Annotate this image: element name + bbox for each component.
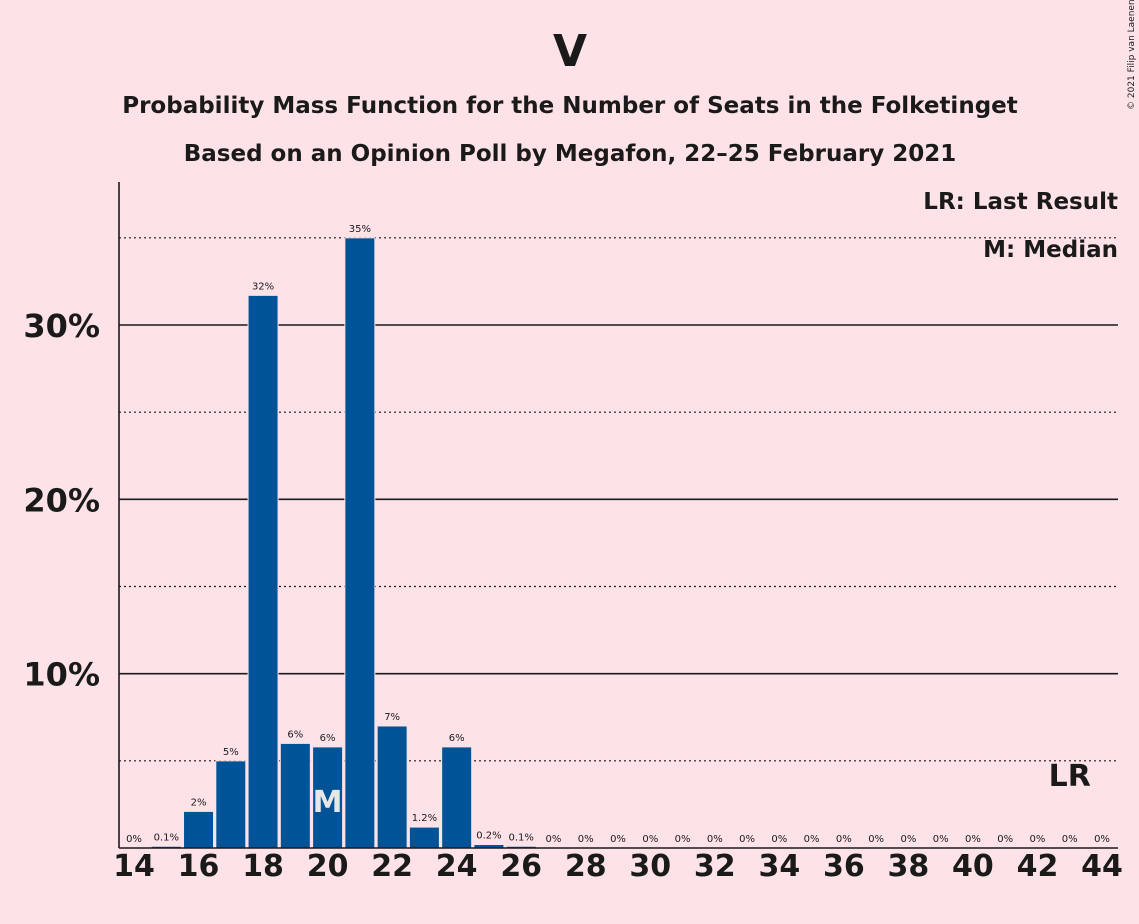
value-label-43: 0% [1062, 834, 1078, 845]
y-tick-20: 20% [23, 481, 100, 519]
y-tick-30: 30% [23, 307, 100, 345]
value-label-40: 0% [965, 834, 981, 845]
x-axis-ticks: 14 16 18 20 22 24 26 28 30 32 34 36 38 40 42 44 [113, 849, 1123, 884]
value-label-26: 0.1% [508, 832, 533, 843]
value-label-31: 0% [675, 834, 691, 845]
value-label-24: 6% [449, 733, 465, 744]
value-label-42: 0% [1030, 834, 1046, 845]
bar-22 [376, 725, 408, 849]
bar-24 [441, 746, 473, 849]
legend-median: M: Median [983, 237, 1118, 263]
x-tick-44: 44 [1081, 849, 1123, 884]
value-label-14: 0% [126, 834, 142, 845]
x-tick-42: 42 [1017, 849, 1059, 884]
x-tick-18: 18 [242, 849, 284, 884]
value-label-20: 6% [320, 733, 336, 744]
x-tick-30: 30 [629, 849, 671, 884]
value-label-22: 7% [384, 712, 400, 723]
value-label-38: 0% [900, 834, 916, 845]
value-label-28: 0% [578, 834, 594, 845]
x-tick-26: 26 [500, 849, 542, 884]
x-tick-28: 28 [565, 849, 607, 884]
last-result-marker: LR [1049, 759, 1091, 794]
x-tick-24: 24 [436, 849, 478, 884]
value-label-25: 0.2% [476, 831, 501, 842]
copyright-text: © 2021 Filip van Laenen [1127, 0, 1137, 110]
value-label-29: 0% [610, 834, 626, 845]
x-tick-20: 20 [307, 849, 349, 884]
bar-16 [183, 810, 215, 849]
value-label-36: 0% [836, 834, 852, 845]
x-tick-32: 32 [694, 849, 736, 884]
x-tick-34: 34 [758, 849, 800, 884]
value-label-37: 0% [868, 834, 884, 845]
value-label-23: 1.2% [412, 813, 437, 824]
x-tick-22: 22 [371, 849, 413, 884]
value-label-33: 0% [739, 834, 755, 845]
bar-17 [215, 760, 247, 849]
chart-title: V [553, 26, 587, 77]
value-label-34: 0% [771, 834, 787, 845]
value-label-44: 0% [1094, 834, 1110, 845]
value-label-21: 35% [349, 224, 371, 235]
markers: M LR [313, 759, 1091, 820]
axes [118, 182, 1118, 849]
value-label-19: 6% [287, 729, 303, 740]
x-tick-40: 40 [952, 849, 994, 884]
x-tick-38: 38 [888, 849, 930, 884]
value-label-35: 0% [804, 834, 820, 845]
chart-subtitle-2: Based on an Opinion Poll by Megafon, 22–… [184, 141, 957, 167]
bar-18 [247, 294, 279, 849]
value-label-15: 0.1% [154, 832, 179, 843]
y-axis-ticks: 10% 20% 30% [23, 307, 100, 694]
legend-last-result: LR: Last Result [923, 189, 1118, 215]
bar-21 [344, 237, 376, 849]
x-tick-16: 16 [178, 849, 220, 884]
value-label-16: 2% [191, 797, 207, 808]
y-tick-10: 10% [23, 656, 100, 694]
value-label-41: 0% [997, 834, 1013, 845]
bar-23 [408, 826, 440, 849]
value-label-39: 0% [933, 834, 949, 845]
value-label-27: 0% [546, 834, 562, 845]
bar-19 [279, 742, 311, 849]
chart-subtitle: Probability Mass Function for the Number… [122, 93, 1018, 119]
value-label-17: 5% [223, 747, 239, 758]
value-label-30: 0% [642, 834, 658, 845]
bars [150, 237, 537, 849]
median-marker: M [313, 785, 343, 820]
x-tick-36: 36 [823, 849, 865, 884]
value-label-18: 32% [252, 281, 274, 292]
value-labels: 0% 0.1% 2% 5% 32% 6% 6% 35% 7% 1.2% 6% 0.2% 0.1% 0% 0%… [126, 224, 1110, 845]
x-tick-14: 14 [113, 849, 155, 884]
value-label-32: 0% [707, 834, 723, 845]
